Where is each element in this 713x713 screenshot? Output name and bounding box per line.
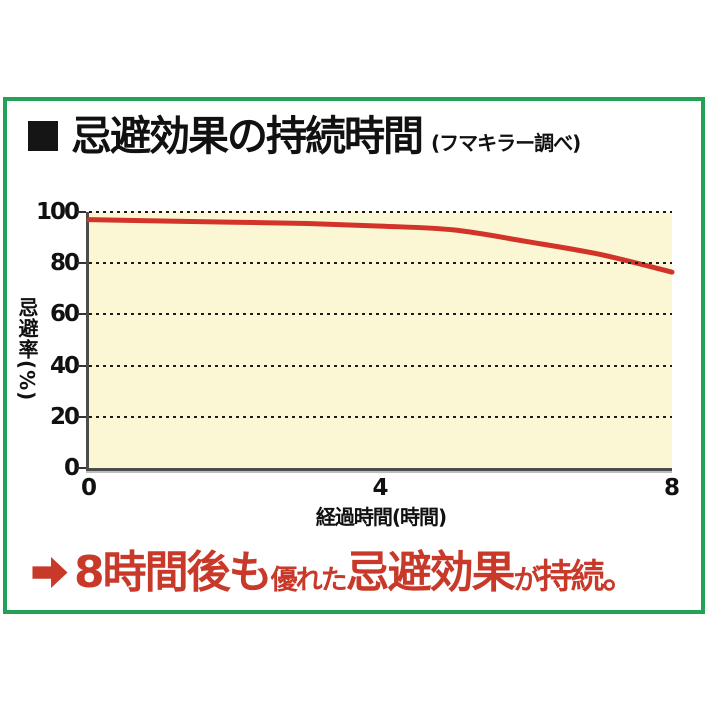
arrow-right-icon bbox=[32, 557, 68, 588]
footer-segment: 持続。 bbox=[538, 556, 637, 597]
y-tick-mark bbox=[77, 415, 86, 418]
y-gridline bbox=[89, 211, 672, 213]
x-tick-label: 8 bbox=[663, 475, 681, 501]
y-gridline bbox=[89, 415, 672, 418]
y-tick-mark bbox=[77, 364, 86, 367]
y-tick-mark bbox=[77, 467, 86, 469]
y-tick-label: 20 bbox=[49, 403, 80, 430]
repellency-line-series bbox=[86, 217, 675, 275]
footer-segment: 8時間後も bbox=[74, 546, 273, 598]
x-tick-label: 4 bbox=[372, 475, 389, 501]
chart-title: 忌避効果の持続時間 bbox=[71, 112, 424, 160]
y-tick-label: 100 bbox=[35, 199, 80, 225]
title-bullet-square-icon bbox=[28, 121, 58, 151]
plot-area bbox=[86, 211, 675, 471]
footer-segment: が bbox=[513, 564, 541, 596]
y-tick-mark bbox=[77, 211, 86, 213]
y-tick-mark bbox=[77, 262, 86, 265]
y-axis-title: 忌避率(%) bbox=[15, 297, 39, 402]
chart-title-row: 忌避効果の持続時間 (フマキラー調べ) bbox=[28, 112, 581, 160]
y-tick-mark bbox=[77, 313, 86, 316]
footer-segment: 優れた bbox=[270, 564, 348, 596]
conclusion-banner: 8時間後も 優れた 忌避効果が持続。 bbox=[31, 546, 691, 594]
y-gridline bbox=[89, 262, 672, 265]
y-gridline bbox=[89, 313, 672, 316]
y-tick-label: 60 bbox=[49, 301, 80, 328]
y-gridline bbox=[89, 364, 672, 367]
conclusion-text: 8時間後も 優れた 忌避効果が持続。 bbox=[74, 546, 637, 598]
y-tick-label: 0 bbox=[63, 455, 80, 481]
chart-source-note: (フマキラー調べ) bbox=[431, 131, 581, 155]
x-tick-label: 0 bbox=[80, 475, 98, 501]
y-tick-label: 40 bbox=[49, 352, 80, 379]
footer-segment: 忌避効果 bbox=[345, 546, 516, 598]
x-axis-title: 経過時間(時間) bbox=[315, 505, 447, 529]
y-tick-label: 80 bbox=[49, 250, 80, 277]
